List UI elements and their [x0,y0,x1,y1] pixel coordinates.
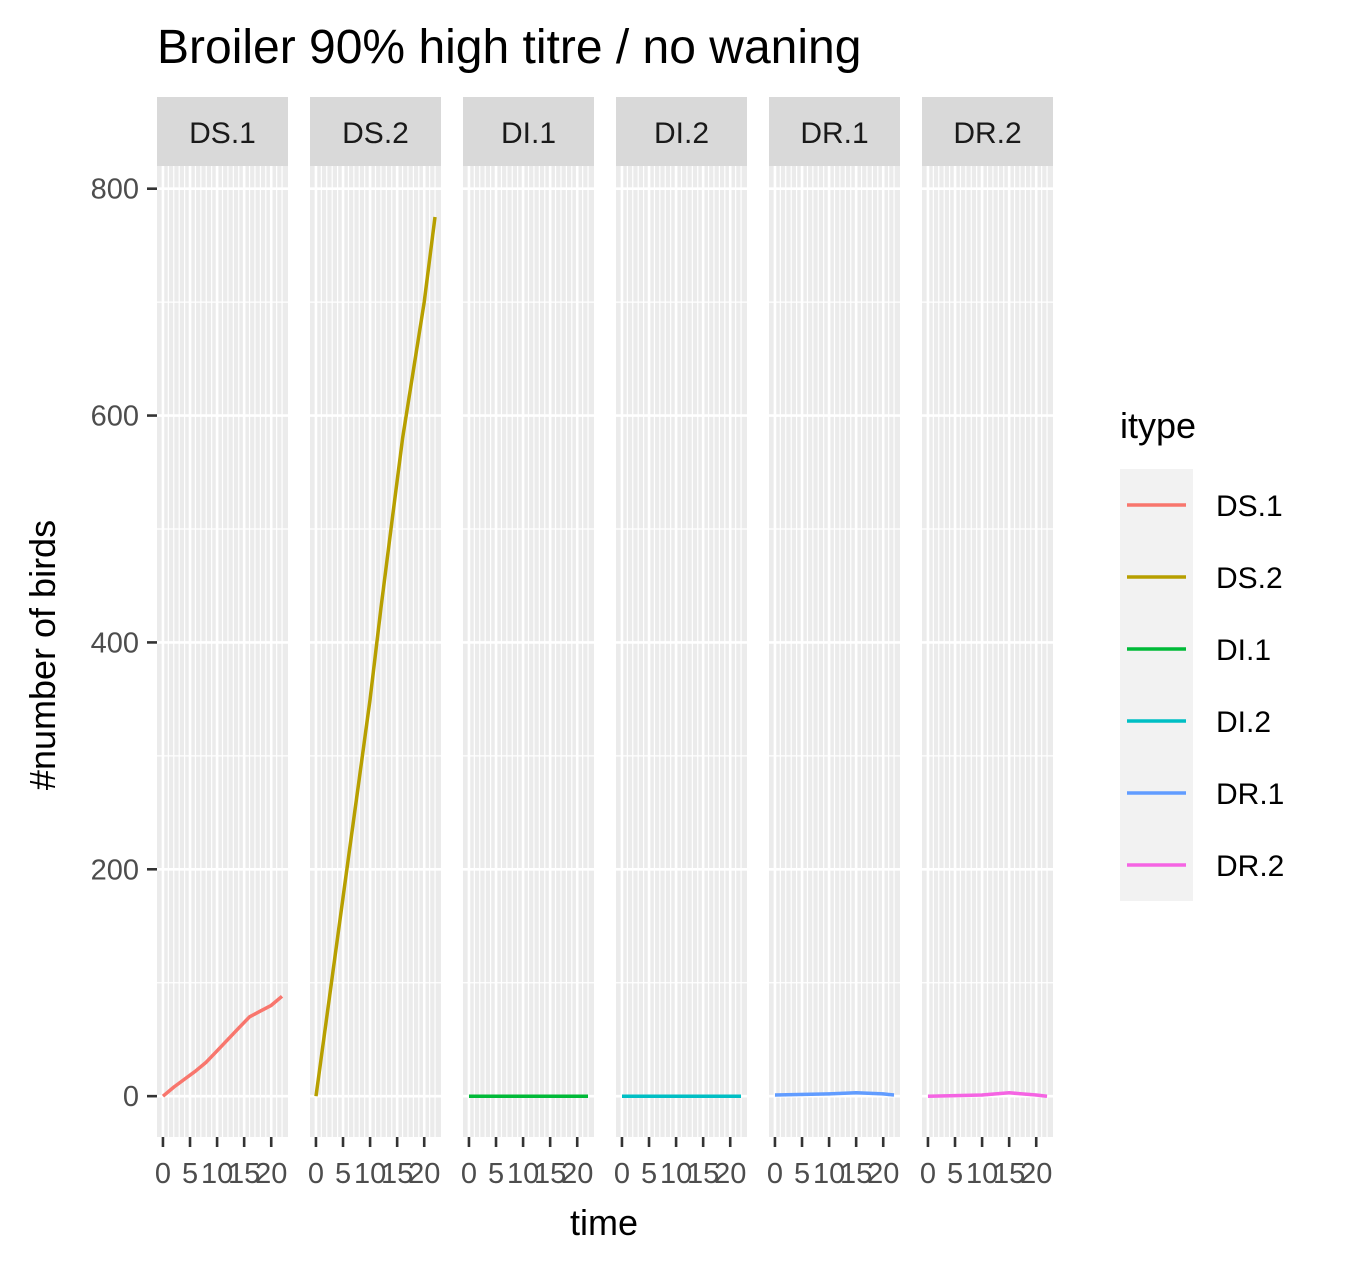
x-tick-label: 0 [767,1158,783,1190]
x-tick-label: 10 [354,1158,386,1190]
legend: itype DS.1 DS.2 DI.1 DI.2 DR.1 DR.2 [1120,405,1284,901]
legend-label: DS.1 [1216,490,1283,523]
facet-strip [616,97,747,166]
x-tick-label: 5 [794,1158,810,1190]
series-line-dr-2 [927,1091,1048,1098]
facet-strip-label: DR.2 [953,117,1021,150]
x-tick-label: 10 [507,1158,539,1190]
facet-strip-label: DS.1 [189,117,256,150]
x-tick-label: 20 [1020,1158,1052,1190]
x-tick-label: 20 [867,1158,899,1190]
x-tick-label: 0 [308,1158,324,1190]
x-tick-label: 15 [687,1158,719,1190]
legend-label: DR.1 [1216,778,1284,811]
y-tick-label: 200 [91,854,139,886]
facet-strip [922,97,1053,166]
x-tick-label: 15 [840,1158,872,1190]
x-tick-label: 5 [335,1158,351,1190]
legend-item: DI.1 [1127,634,1271,667]
legend-title: itype [1120,405,1196,446]
facet-strip [463,97,594,166]
x-tick-label: 10 [813,1158,845,1190]
x-tick-label: 0 [614,1158,630,1190]
legend-items: DS.1 DS.2 DI.1 DI.2 DR.1 DR.2 [1127,490,1284,883]
x-tick-label: 15 [228,1158,260,1190]
legend-label: DS.2 [1216,562,1283,595]
legend-item: DR.1 [1127,778,1284,811]
y-axis: 0 200 400 600 800 [91,174,157,1113]
x-tick-label: 5 [641,1158,657,1190]
legend-item: DS.1 [1127,490,1283,523]
x-tick-label: 10 [966,1158,998,1190]
y-axis-title: #number of birds [22,520,63,790]
x-tick-label: 20 [561,1158,593,1190]
x-tick-label: 20 [714,1158,746,1190]
legend-item: DS.2 [1127,562,1283,595]
legend-label: DI.1 [1216,634,1271,667]
x-tick-label: 10 [660,1158,692,1190]
y-tick-label: 0 [123,1081,139,1113]
x-tick-label: 20 [255,1158,287,1190]
legend-key-background [1120,469,1193,901]
legend-item: DI.2 [1127,706,1271,739]
chart-title: Broiler 90% high titre / no waning [157,21,861,74]
x-tick-label: 0 [920,1158,936,1190]
x-tick-label: 15 [534,1158,566,1190]
series-line-ds-2 [314,216,437,1097]
facet-strip [157,97,288,166]
y-tick-label: 600 [91,401,139,433]
legend-label: DR.2 [1216,850,1284,883]
x-tick-label: 0 [155,1158,171,1190]
x-axis-title: time [570,1202,638,1243]
x-tick-label: 5 [182,1158,198,1190]
legend-item: DR.2 [1127,850,1284,883]
x-tick-label: 5 [947,1158,963,1190]
series-line-ds-1 [161,994,284,1098]
facet-strip-label: DR.1 [800,117,868,150]
y-tick-label: 800 [91,174,139,206]
x-tick-label: 15 [993,1158,1025,1190]
facet-strip [769,97,900,166]
x-tick-label: 5 [488,1158,504,1190]
x-tick-label: 0 [461,1158,477,1190]
facet-strip-label: DS.2 [342,117,409,150]
facet-strip-label: DI.1 [501,117,556,150]
y-tick-label: 400 [91,627,139,659]
x-tick-label: 20 [408,1158,440,1190]
facet-strip-label: DI.2 [654,117,709,150]
facet-strip [310,97,441,166]
x-tick-label: 10 [201,1158,233,1190]
series-line-dr-1 [774,1091,895,1097]
x-tick-label: 15 [381,1158,413,1190]
legend-label: DI.2 [1216,706,1271,739]
